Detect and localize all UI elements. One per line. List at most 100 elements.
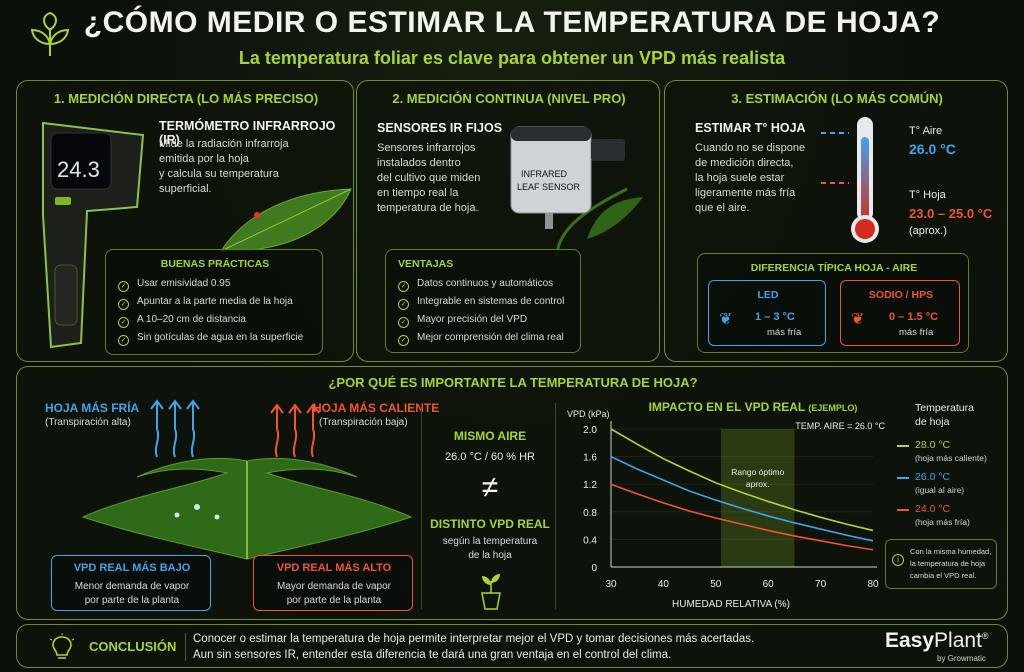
distinct-vpd-line: de la hoja xyxy=(468,550,512,561)
legend-title: de hoja xyxy=(915,416,950,428)
practice-item: Sin gotículas de agua en la superficie xyxy=(137,332,304,343)
brand-word: Plant xyxy=(934,629,982,652)
cold-leaf-note: (Transpiración alta) xyxy=(45,417,131,428)
leaf-sensor-icon: INFRARED LEAF SENSOR xyxy=(510,126,643,258)
thermometer-icon xyxy=(821,117,879,243)
optimal-range-label: aprox. xyxy=(746,479,770,489)
info-note-box: i Con la misma humedad, la temperatura d… xyxy=(885,539,997,589)
led-value: 1 – 3 °C xyxy=(755,311,795,323)
chart-note: TEMP. AIRE = 26.0 °C xyxy=(795,421,885,431)
advantages-title: VENTAJAS xyxy=(398,258,454,270)
section-estimation: 3. ESTIMACIÓN (LO MÁS COMÚN) ESTIMAR T° … xyxy=(664,80,1008,362)
section-why-important: ¿POR QUÉ ES IMPORTANTE LA TEMPERATURA DE… xyxy=(16,366,1008,620)
advantage-item: Mejor comprensión del clima real xyxy=(417,332,564,343)
legend-note: (hoja más fría) xyxy=(915,517,970,527)
hot-leaf-note: (Transpiración baja) xyxy=(319,417,408,428)
ir-body-line: Mide la radiación infrarroja xyxy=(159,138,289,150)
series-line-2 xyxy=(610,483,874,551)
vpd-high-title: VPD REAL MÁS ALTO xyxy=(276,562,392,574)
y-tick-label: 0.4 xyxy=(583,535,597,546)
divider xyxy=(555,403,556,609)
vpd-low-line: por parte de la planta xyxy=(84,595,180,606)
good-practices-box: BUENAS PRÁCTICAS ✓ Usar emisividad 0.95 ✓… xyxy=(105,249,323,355)
legend-label: 24.0 °C xyxy=(915,503,951,515)
conclusion-line: Aun sin sensores IR, entender esta difer… xyxy=(193,649,672,661)
practice-item: A 10–20 cm de distancia xyxy=(137,314,246,325)
estimate-heading: ESTIMAR T° HOJA xyxy=(695,121,806,135)
leaf-temp-note: (aprox.) xyxy=(909,225,947,237)
brand-word: Easy xyxy=(885,629,935,652)
estimate-body-line: de medición directa, xyxy=(695,157,794,169)
series-line-1 xyxy=(610,455,874,542)
air-temp-value: 26.0 °C xyxy=(909,141,956,157)
practice-item: Usar emisividad 0.95 xyxy=(137,278,231,289)
vpd-chart: IMPACTO EN EL VPD REAL (EJEMPLO) VPD (kP… xyxy=(567,400,885,610)
leaf-comparison-illustration xyxy=(81,399,413,560)
hps-value: 0 – 1.5 °C xyxy=(889,311,939,323)
air-temp-label: T° Aire xyxy=(909,125,943,137)
y-tick-label: 1.6 xyxy=(583,453,597,464)
series-line-0 xyxy=(610,428,874,532)
potted-plant-icon xyxy=(481,574,501,610)
same-air-value: 26.0 °C / 60 % HR xyxy=(445,451,535,463)
hot-arrows-icon xyxy=(270,403,320,458)
divider xyxy=(185,633,186,661)
vpd-high-line: por parte de la planta xyxy=(286,595,382,606)
vpd-low-title: VPD REAL MÁS BAJO xyxy=(73,562,191,574)
y-tick-label: 1.2 xyxy=(583,480,597,491)
led-note: más fría xyxy=(767,327,802,338)
ir-body-line: y calcula su temperatura xyxy=(159,168,279,180)
advantages-box: VENTAJAS ✓ Datos continuos y automáticos … xyxy=(385,249,581,353)
check-icon: ✓ xyxy=(398,281,409,292)
sensor-body-line: instalados dentro xyxy=(377,157,461,169)
drop-icon: ✓ xyxy=(118,335,129,346)
leaf-temp-value: 23.0 – 25.0 °C xyxy=(909,206,993,221)
x-tick-label: 40 xyxy=(658,579,670,590)
section-direct-measurement: 1. MEDICIÓN DIRECTA (LO MÁS PRECISO) 24.… xyxy=(16,80,354,362)
estimate-body-line: ligeramente más fría xyxy=(695,187,796,199)
laser-dot-icon xyxy=(254,212,260,218)
section-title: 1. MEDICIÓN DIRECTA (LO MÁS PRECISO) xyxy=(53,91,319,106)
same-air-title: MISMO AIRE xyxy=(453,429,527,443)
leaf-logo-icon xyxy=(30,12,70,56)
ruler-icon: ✓ xyxy=(118,317,129,328)
hps-title: SODIO / HPS xyxy=(868,289,934,301)
y-axis-label: VPD (kPa) xyxy=(567,409,610,419)
advantage-item: Integrable en sistemas de control xyxy=(417,296,565,307)
sensor-label: LEAF SENSOR xyxy=(517,182,581,192)
x-tick-label: 30 xyxy=(605,579,617,590)
conclusion-label: CONCLUSIÓN xyxy=(89,639,177,654)
vpd-low-line: Menor demanda de vapor xyxy=(74,581,190,592)
cold-leaf-title: HOJA MÁS FRÍA xyxy=(45,401,140,415)
section-title: 2. MEDICIÓN CONTINUA (NIVEL PRO) xyxy=(392,91,626,106)
section-continuous-measurement: 2. MEDICIÓN CONTINUA (NIVEL PRO) SENSORE… xyxy=(356,80,660,362)
y-tick-label: 0 xyxy=(591,563,597,574)
divider xyxy=(421,403,422,609)
practices-title: BUENAS PRÁCTICAS xyxy=(160,258,270,270)
sensor-body-line: temperatura de hoja. xyxy=(377,202,479,214)
ir-body-line: superficial. xyxy=(159,183,212,195)
conclusion-line: Conocer o estimar la temperatura de hoja… xyxy=(193,633,755,645)
hps-card: SODIO / HPS ❦ 0 – 1.5 °C más fría xyxy=(840,280,960,346)
info-note-line: la temperatura de hoja xyxy=(910,559,986,568)
page-title: ¿CÓMO MEDIR O ESTIMAR LA TEMPERATURA DE … xyxy=(83,6,941,39)
estimate-body-line: que el aire. xyxy=(695,202,750,214)
vpd-high-line: Mayor demanda de vapor xyxy=(277,581,391,592)
estimate-body-line: la hoja suele estar xyxy=(695,172,785,184)
ir-body-line: emitida por la hoja xyxy=(159,153,249,165)
legend-title: Temperatura xyxy=(915,402,974,414)
sensor-label: INFRARED xyxy=(521,169,568,179)
brand-logo: EasyPlant® xyxy=(885,629,989,653)
hps-note: más fría xyxy=(899,327,934,338)
legend-swatch xyxy=(897,445,909,447)
check-icon: ✓ xyxy=(118,281,129,292)
leaf-temp-label: T° Hoja xyxy=(909,189,946,201)
ir-thermometer-heading: TERMÓMETRO INFRARROJO (IR) xyxy=(159,119,336,147)
distinct-vpd-title: DISTINTO VPD REAL xyxy=(430,517,550,531)
leaf-blue-icon: ❦ xyxy=(719,311,733,328)
vpd-low-card: VPD REAL MÁS BAJO Menor demanda de vapor… xyxy=(51,555,211,611)
x-tick-label: 60 xyxy=(763,579,775,590)
ir-thermometer-icon: 24.3 xyxy=(42,121,145,349)
target-icon: ✓ xyxy=(118,299,129,310)
section-title: ¿POR QUÉ ES IMPORTANTE LA TEMPERATURA DE… xyxy=(328,375,698,390)
